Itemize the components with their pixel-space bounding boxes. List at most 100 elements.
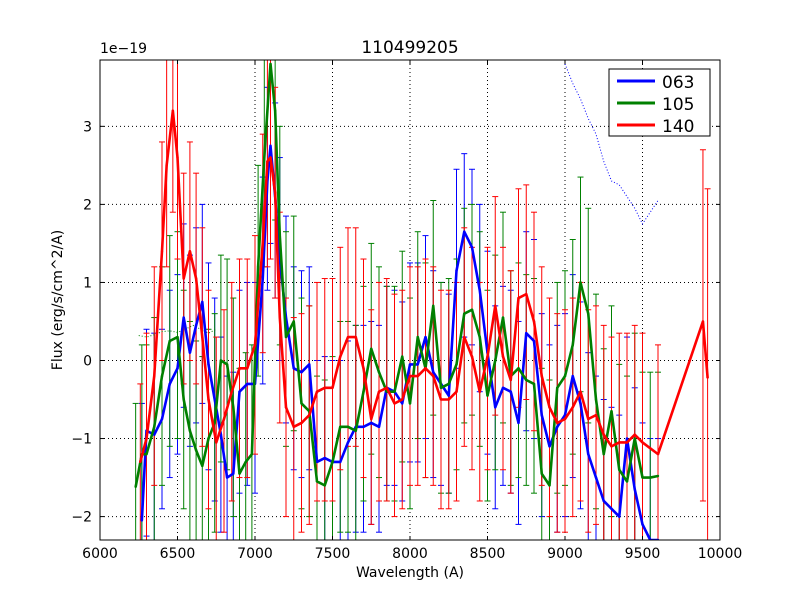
series-105-point [315,480,319,483]
series-105-point [168,339,171,343]
dotted-series [138,63,659,338]
series-105-point [470,308,474,311]
series-140-point [273,191,277,194]
x-tick-label: 6000 [82,546,118,562]
series-063-point [160,417,164,421]
series-105-point [232,406,235,409]
series-063-point [447,394,450,397]
y-tick-label: 3 [83,119,92,135]
y-tick-label: −1 [71,432,92,448]
series-140-point [261,242,264,245]
series-063-point [641,523,644,526]
series-063-point [509,390,512,393]
series-140-point [385,386,388,390]
series-140-point [594,413,598,417]
series-063-point [176,367,179,370]
sky-blue-dotted-line [564,63,659,225]
series-063-point [587,452,590,456]
series-063-point [633,488,636,491]
series-063-point [424,335,427,339]
legend-label-105: 105 [662,95,694,115]
series-063-point [339,460,342,464]
series-140-point [222,417,226,421]
series-105-point [633,437,636,440]
series-063-point [323,456,326,460]
series-063-point [432,370,435,374]
series-063-point [501,386,505,390]
series-140-point [470,355,474,358]
series-063-point [463,230,466,233]
series-105-point [225,363,229,366]
series-063-point [618,515,621,518]
series-140-point [308,413,311,417]
series-063-point [153,433,156,436]
series-140-point [656,452,660,456]
series-063-point [525,331,528,335]
x-axis-label: Wavelength (A) [356,565,464,581]
series-140-point [571,406,574,409]
series-105-point [478,335,481,339]
series-105-point [641,476,644,479]
series-140-point [579,390,582,393]
series-063-point [548,445,551,448]
series-105-point [331,460,334,464]
series-140-point [424,367,427,370]
series-140-point [362,367,365,370]
series-105-point [548,484,551,487]
series-105-point [273,109,277,112]
series-140-point [447,398,450,401]
series-063-point [401,402,404,405]
series-140-point [517,296,520,300]
series-140-point [377,390,381,393]
series-140-point [171,109,175,112]
x-tick-label: 8000 [392,546,428,562]
series-063-point [201,300,204,304]
series-140-point [145,437,148,440]
x-tick-label: 8500 [470,546,506,562]
series-105-point [284,335,288,339]
legend-label-140: 140 [662,117,694,137]
series-140-point [201,335,204,339]
series-105-point [439,386,443,390]
series-105-point [571,343,574,347]
series-105-point [134,485,137,489]
series-105-point [447,382,450,386]
series-105-point [532,382,536,386]
series-063-point [478,289,481,292]
series-063-point [168,382,171,386]
series-140-point [494,304,497,308]
series-140-point [266,160,269,163]
series-105-point [618,468,621,471]
chart-title: 110499205 [361,38,458,58]
series-105-point [160,374,164,378]
series-140-point [509,378,512,382]
series-063-point [540,413,543,417]
series-140-point [165,164,168,167]
series-140-point [401,398,404,401]
axis-ticks: 6000 6500 7000 7500 8000 8500 9000 9500 10000 −2 −… [71,60,742,562]
series-105-point [401,355,404,358]
series-063-point [571,374,574,378]
series-140-point [602,433,605,436]
series-105-point [176,335,179,339]
series-140-point [354,335,357,339]
series-063-point [517,421,520,425]
series-140-point [540,374,543,378]
series-140-point [618,441,621,444]
series-140-point [292,425,295,429]
y-tick-label: −2 [71,510,92,526]
series-063-point [346,441,350,444]
x-tick-label: 7500 [315,546,351,562]
series-105-point [587,312,590,315]
series-105-point [153,425,156,429]
series-105-point [238,472,241,475]
series-140-point [207,398,210,401]
series-140-point [339,355,342,358]
series-140-point [194,277,198,280]
series-063-point [292,367,295,370]
x-tick-label: 10000 [698,546,743,562]
series-105-point [563,374,567,378]
series-105-point [362,390,365,393]
series-105-point [201,464,204,468]
legend-label-063: 063 [662,73,694,93]
